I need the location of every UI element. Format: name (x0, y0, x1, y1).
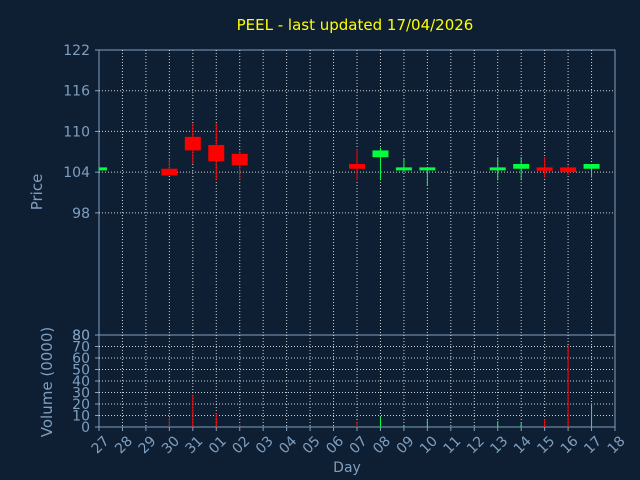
candle-27 (98, 167, 107, 171)
price-panel: 80 98 104 110 116 122 Price (28, 43, 616, 344)
candle-body (419, 167, 436, 171)
candle-body (489, 167, 506, 171)
volume-bars (168, 345, 593, 427)
volume-tick-label: 20 (72, 397, 90, 413)
volume-tick-label: 70 (72, 340, 90, 356)
candle-15 (536, 157, 553, 178)
price-tick-label: 80 (72, 328, 90, 344)
candle-30 (161, 158, 178, 176)
volume-axis-label: Volume (0000) (38, 327, 56, 437)
candle-02 (231, 150, 248, 181)
candle-16 (560, 165, 577, 175)
candle-body (99, 167, 107, 171)
candle-body (536, 167, 553, 171)
candle-07 (349, 149, 365, 181)
chart-title: PEEL - last updated 17/04/2026 (237, 16, 474, 34)
x-axis-label: Day (333, 460, 361, 476)
candle-14 (513, 157, 530, 181)
volume-tick-label: 40 (72, 374, 90, 390)
price-axis-label: Price (28, 174, 46, 211)
candle-01 (208, 123, 225, 181)
price-tick-label: 116 (63, 84, 90, 100)
volume-tick-label: 80 (72, 328, 90, 344)
candle-13 (489, 157, 506, 181)
candle-body (583, 164, 600, 169)
volume-grid (98, 334, 616, 428)
price-tick-label: 98 (72, 206, 90, 222)
candle-body (161, 168, 178, 176)
volume-tick-label: 0 (81, 420, 90, 436)
candle-body (184, 136, 201, 151)
volume-tick-label: 10 (72, 409, 90, 425)
price-y-ticks: 80 98 104 110 116 122 (63, 43, 99, 344)
price-tick-label: 104 (63, 165, 90, 181)
candle-body (560, 167, 577, 173)
candle-10 (419, 167, 436, 186)
price-tick-label: 122 (63, 43, 90, 59)
candle-body (513, 164, 530, 169)
candle-body (349, 164, 365, 169)
candle-body (208, 145, 225, 162)
price-candles (98, 123, 600, 186)
candle-09 (395, 158, 412, 173)
candle-08 (372, 147, 389, 181)
volume-tick-label: 50 (72, 363, 90, 379)
volume-tick-label: 60 (72, 351, 90, 367)
candle-body (395, 167, 412, 171)
candle-body (231, 153, 248, 166)
volume-tick-label: 30 (72, 386, 90, 402)
price-grid (98, 49, 616, 336)
price-tick-label: 110 (63, 124, 90, 140)
candle-body (372, 150, 389, 158)
candle-31 (184, 123, 201, 164)
candle-17 (583, 164, 600, 178)
